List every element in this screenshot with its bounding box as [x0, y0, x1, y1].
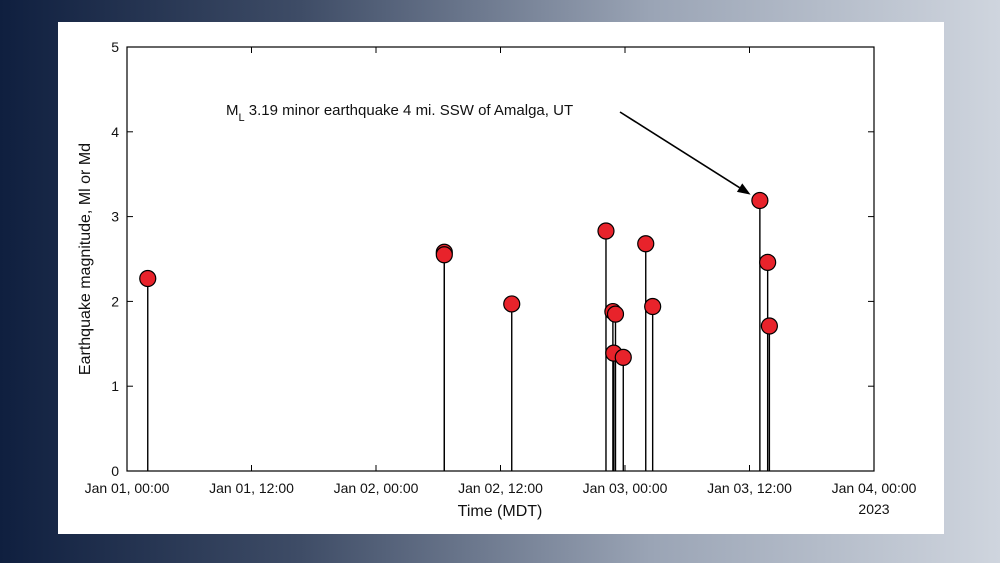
markers-group: [139, 191, 778, 366]
annotation-group: ML 3.19 minor earthquake 4 mi. SSW of Am…: [226, 102, 751, 195]
x-tick-label: Jan 02, 12:00: [458, 480, 543, 496]
earthquake-marker: [614, 348, 632, 366]
earthquake-marker: [760, 317, 778, 335]
earthquake-marker: [503, 295, 521, 313]
annotation-text: ML 3.19 minor earthquake 4 mi. SSW of Am…: [226, 102, 573, 124]
year-label: 2023: [858, 501, 889, 517]
y-tick-label: 1: [111, 378, 119, 394]
earthquake-marker: [644, 297, 662, 316]
y-axis-label: Earthquake magnitude, Ml or Md: [77, 143, 94, 375]
y-tick-label: 2: [111, 293, 119, 309]
x-tick-label: Jan 03, 12:00: [707, 480, 792, 496]
earthquake-marker: [435, 246, 453, 264]
earthquake-marker: [139, 269, 157, 288]
earthquake-marker: [637, 235, 655, 253]
y-ticks-group: 0 1 2 3 4 5: [111, 39, 874, 479]
x-axis-label: Time (MDT): [458, 503, 543, 520]
y-tick-label: 3: [111, 209, 119, 225]
x-tick-label: Jan 04, 00:00: [832, 480, 917, 496]
y-tick-label: 0: [111, 463, 119, 479]
stems-group: [147, 200, 771, 471]
earthquake-marker: [606, 305, 625, 323]
annotation-arrow-line: [619, 111, 741, 189]
y-tick-label: 4: [111, 124, 119, 140]
x-tick-label: Jan 01, 00:00: [85, 480, 170, 496]
x-tick-label: Jan 02, 00:00: [334, 480, 419, 496]
x-tick-label: Jan 01, 12:00: [209, 480, 294, 496]
y-tick-label: 5: [111, 39, 119, 55]
magnitude-stem-chart: 0 1 2 3 4 5 Jan 01, 00:00 Jan 01, 12:00 Jan 02,…: [77, 39, 917, 520]
earthquake-marker: [597, 222, 615, 240]
annotation-arrowhead: [736, 183, 751, 195]
x-ticks-group: Jan 01, 00:00 Jan 01, 12:00 Jan 02, 00:00 J…: [85, 47, 917, 496]
earthquake-marker: [751, 191, 769, 210]
earthquake-marker: [759, 253, 777, 271]
chart-panel: 0 1 2 3 4 5 Jan 01, 00:00 Jan 01, 12:00 Jan 02,…: [58, 22, 944, 534]
x-tick-label: Jan 03, 00:00: [583, 480, 668, 496]
